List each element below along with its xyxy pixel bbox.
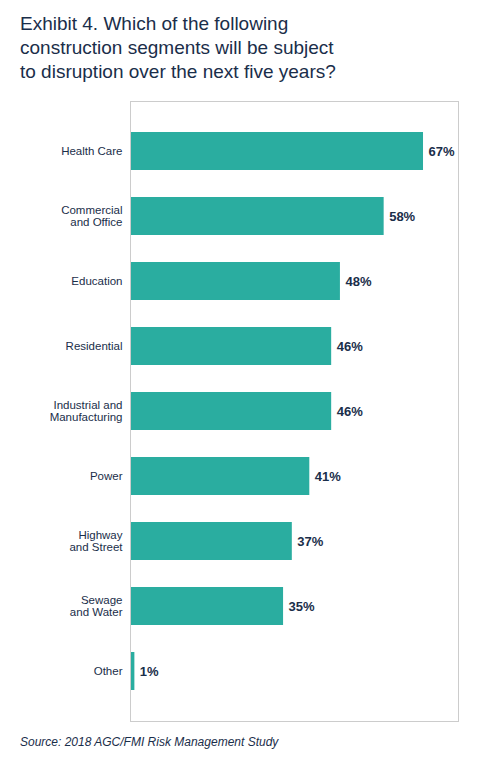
svg-text:Education: Education: [71, 275, 122, 287]
svg-text:Commercialand Office: Commercialand Office: [61, 205, 122, 229]
html-text:Exhibit 4. Which of the follow: Exhibit 4. Which of the following constr…: [20, 13, 336, 82]
svg-text:35%: 35%: [289, 599, 315, 614]
svg-text:41%: 41%: [315, 469, 341, 484]
html-text:Source: 2018 AGC/FMI Risk Mana: Source: 2018 AGC/FMI Risk Management Stu…: [20, 735, 279, 750]
svg-text:Power: Power: [90, 470, 123, 482]
svg-text:Other: Other: [94, 665, 123, 677]
svg-text:48%: 48%: [345, 274, 371, 289]
svg-text:67%: 67%: [429, 144, 455, 159]
svg-text:Sewageand Water: Sewageand Water: [70, 595, 123, 619]
svg-text:46%: 46%: [337, 339, 363, 354]
svg-text:37%: 37%: [297, 534, 323, 549]
svg-text:46%: 46%: [337, 404, 363, 419]
svg-text:Residential: Residential: [66, 340, 123, 352]
svg-text:1%: 1%: [140, 664, 159, 679]
svg-text:Health Care: Health Care: [61, 145, 122, 157]
svg-text:58%: 58%: [389, 209, 415, 224]
svg-text:Highwayand Street: Highwayand Street: [69, 530, 123, 554]
svg-text:Industrial andManufacturing: Industrial andManufacturing: [50, 400, 123, 424]
